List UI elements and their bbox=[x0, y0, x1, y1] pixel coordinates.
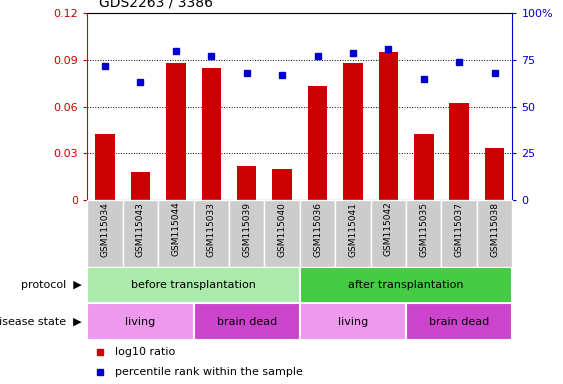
Text: GDS2263 / 3386: GDS2263 / 3386 bbox=[99, 0, 212, 10]
Text: percentile rank within the sample: percentile rank within the sample bbox=[115, 367, 303, 377]
Text: protocol  ▶: protocol ▶ bbox=[21, 280, 82, 290]
Text: GSM115039: GSM115039 bbox=[242, 202, 251, 257]
Text: GSM115041: GSM115041 bbox=[348, 202, 358, 257]
Text: GSM115042: GSM115042 bbox=[384, 202, 393, 257]
Bar bbox=[87, 267, 300, 303]
Bar bbox=[300, 303, 406, 340]
Bar bbox=[158, 200, 194, 267]
Text: living: living bbox=[126, 316, 155, 327]
Bar bbox=[131, 172, 150, 200]
Text: GSM115044: GSM115044 bbox=[171, 202, 180, 257]
Text: after transplantation: after transplantation bbox=[348, 280, 464, 290]
Bar bbox=[123, 200, 158, 267]
Bar bbox=[237, 166, 256, 200]
Text: GSM115038: GSM115038 bbox=[490, 202, 499, 257]
Bar bbox=[441, 200, 477, 267]
Bar bbox=[406, 303, 512, 340]
Bar bbox=[87, 303, 194, 340]
Bar bbox=[300, 200, 335, 267]
Bar bbox=[308, 86, 327, 200]
Bar bbox=[378, 52, 398, 200]
Text: log10 ratio: log10 ratio bbox=[115, 347, 175, 357]
Text: before transplantation: before transplantation bbox=[131, 280, 256, 290]
Bar bbox=[194, 200, 229, 267]
Bar bbox=[194, 303, 300, 340]
Bar bbox=[272, 169, 292, 200]
Bar bbox=[414, 134, 434, 200]
Text: GSM115036: GSM115036 bbox=[313, 202, 322, 257]
Text: GSM115043: GSM115043 bbox=[136, 202, 145, 257]
Bar bbox=[87, 200, 123, 267]
Bar bbox=[202, 68, 221, 200]
Bar bbox=[370, 200, 406, 267]
Text: living: living bbox=[338, 316, 368, 327]
Text: GSM115035: GSM115035 bbox=[419, 202, 428, 257]
Text: GSM115034: GSM115034 bbox=[100, 202, 109, 257]
Bar bbox=[95, 134, 115, 200]
Text: GSM115033: GSM115033 bbox=[207, 202, 216, 257]
Bar bbox=[300, 267, 512, 303]
Text: GSM115040: GSM115040 bbox=[278, 202, 287, 257]
Bar bbox=[166, 63, 186, 200]
Text: disease state  ▶: disease state ▶ bbox=[0, 316, 82, 327]
Bar bbox=[229, 200, 265, 267]
Bar bbox=[335, 200, 370, 267]
Bar bbox=[485, 149, 504, 200]
Text: GSM115037: GSM115037 bbox=[455, 202, 464, 257]
Text: brain dead: brain dead bbox=[429, 316, 489, 327]
Bar bbox=[477, 200, 512, 267]
Bar bbox=[406, 200, 441, 267]
Bar bbox=[449, 103, 469, 200]
Bar bbox=[343, 63, 363, 200]
Text: brain dead: brain dead bbox=[217, 316, 277, 327]
Bar bbox=[265, 200, 300, 267]
